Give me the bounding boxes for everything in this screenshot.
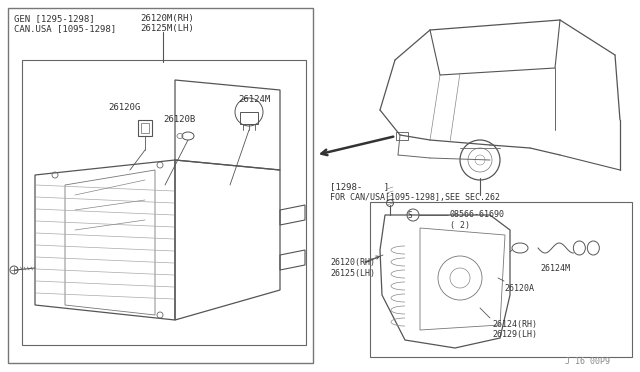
Text: S: S <box>408 211 412 219</box>
Bar <box>8 8 313 363</box>
Text: CAN.USA [1095-1298]: CAN.USA [1095-1298] <box>14 24 116 33</box>
Text: 26120G: 26120G <box>108 103 140 112</box>
Text: ( 2): ( 2) <box>450 221 470 230</box>
Text: 26120B: 26120B <box>163 115 195 124</box>
Text: J 16 00P9: J 16 00P9 <box>565 357 610 366</box>
Bar <box>22 60 306 345</box>
Text: 26124M: 26124M <box>540 264 570 273</box>
Bar <box>138 120 152 136</box>
Bar <box>396 132 408 140</box>
Text: GEN [1295-1298]: GEN [1295-1298] <box>14 14 95 23</box>
Bar <box>141 123 149 133</box>
Text: 26120M(RH): 26120M(RH) <box>140 14 194 23</box>
Text: 08566-61690: 08566-61690 <box>450 210 505 219</box>
Bar <box>370 202 632 357</box>
Text: 26129(LH): 26129(LH) <box>492 330 537 339</box>
Text: 26125M(LH): 26125M(LH) <box>140 24 194 33</box>
Text: FOR CAN/USA[1095-1298],SEE SEC.262: FOR CAN/USA[1095-1298],SEE SEC.262 <box>330 193 500 202</box>
Text: 26125(LH): 26125(LH) <box>330 269 375 278</box>
Text: 26120A: 26120A <box>504 284 534 293</box>
Text: 26120(RH): 26120(RH) <box>330 258 375 267</box>
Text: 26124M: 26124M <box>238 95 270 104</box>
Text: [1298-    ]: [1298- ] <box>330 182 389 191</box>
Text: 26124(RH): 26124(RH) <box>492 320 537 329</box>
Bar <box>240 112 258 124</box>
